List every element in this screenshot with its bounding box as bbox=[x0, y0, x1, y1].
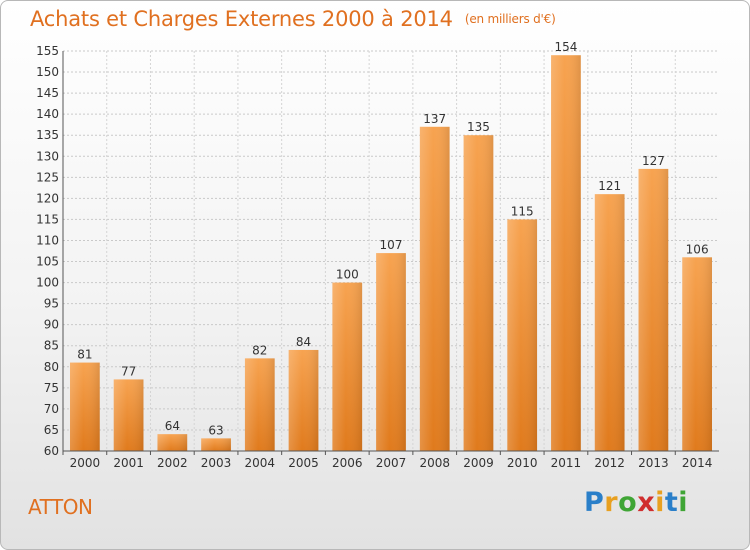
logo-letter: i bbox=[655, 487, 665, 518]
y-tick-label: 135 bbox=[36, 128, 59, 142]
y-tick-label: 90 bbox=[44, 318, 59, 332]
logo-letter: t bbox=[664, 487, 679, 518]
value-label: 121 bbox=[598, 179, 621, 193]
value-label: 63 bbox=[208, 423, 223, 437]
value-label: 106 bbox=[686, 242, 709, 256]
bar-shading bbox=[332, 282, 363, 451]
x-tick-label: 2013 bbox=[638, 456, 669, 470]
bar-shading bbox=[419, 126, 450, 451]
title-text: Achats et Charges Externes 2000 à 2014 bbox=[30, 7, 453, 31]
value-label: 100 bbox=[336, 268, 359, 282]
y-tick-label: 145 bbox=[36, 86, 59, 100]
value-label: 82 bbox=[252, 343, 267, 357]
bar-shading bbox=[201, 438, 231, 451]
x-tick-label: 2000 bbox=[70, 456, 101, 470]
bar-shading bbox=[507, 219, 538, 451]
y-tick-label: 85 bbox=[44, 339, 59, 353]
x-tick-label: 2011 bbox=[551, 456, 582, 470]
y-tick-label: 105 bbox=[36, 255, 59, 269]
logo-letter: o bbox=[618, 487, 638, 518]
x-tick-label: 2006 bbox=[332, 456, 363, 470]
y-tick-label: 140 bbox=[36, 107, 59, 121]
logo-letter: r bbox=[604, 487, 619, 518]
value-label: 127 bbox=[642, 154, 665, 168]
y-tick-label: 100 bbox=[36, 276, 59, 290]
y-tick-label: 80 bbox=[44, 360, 59, 374]
y-tick-label: 115 bbox=[36, 212, 59, 226]
value-label: 81 bbox=[77, 348, 92, 362]
bar-shading bbox=[638, 168, 669, 452]
y-tick-label: 65 bbox=[44, 423, 59, 437]
y-tick-label: 130 bbox=[36, 149, 59, 163]
y-tick-label: 120 bbox=[36, 191, 59, 205]
y-axis-ticks: 60 65 70 75 80 85 90 95 100 105 110 115 120 125 130 135… bbox=[36, 44, 59, 458]
value-label: 84 bbox=[296, 335, 311, 349]
x-tick-label: 2001 bbox=[113, 456, 144, 470]
y-tick-label: 110 bbox=[36, 233, 59, 247]
chart-subtitle: (en milliers d'€) bbox=[464, 12, 556, 26]
x-tick-label: 2003 bbox=[201, 456, 232, 470]
y-tick-label: 95 bbox=[44, 297, 59, 311]
axes bbox=[62, 51, 719, 452]
y-tick-label: 70 bbox=[44, 402, 59, 416]
value-label: 64 bbox=[165, 419, 180, 433]
x-tick-label: 2007 bbox=[376, 456, 407, 470]
bar-shading bbox=[463, 135, 494, 452]
x-tick-label: 2004 bbox=[245, 456, 276, 470]
x-tick-label: 2009 bbox=[463, 456, 494, 470]
value-label: 135 bbox=[467, 120, 490, 134]
proxiti-logo: Proxiti bbox=[584, 487, 688, 518]
bar-shading bbox=[594, 194, 625, 451]
bars bbox=[69, 55, 713, 452]
value-labels: 81 77 64 63 82 84 100 107 137 135 115 154 121 127 106 bbox=[77, 40, 708, 437]
y-tick-label: 125 bbox=[36, 170, 59, 184]
bar-shading bbox=[682, 257, 713, 451]
y-tick-label: 150 bbox=[36, 65, 59, 79]
bar-shading bbox=[244, 358, 275, 451]
logo-letter: i bbox=[678, 487, 689, 518]
bar-shading bbox=[69, 362, 100, 451]
x-tick-label: 2010 bbox=[507, 456, 538, 470]
value-label: 137 bbox=[423, 112, 446, 126]
bar-shading bbox=[157, 434, 188, 451]
x-tick-label: 2012 bbox=[594, 456, 625, 470]
y-tick-label: 155 bbox=[36, 44, 59, 58]
x-tick-label: 2008 bbox=[419, 456, 450, 470]
logo-letter: x bbox=[637, 487, 656, 518]
value-label: 77 bbox=[121, 364, 136, 378]
x-tick-label: 2005 bbox=[288, 456, 319, 470]
y-tick-label: 60 bbox=[44, 444, 59, 458]
value-label: 154 bbox=[554, 40, 577, 54]
bar-shading bbox=[551, 55, 581, 452]
bar-shading bbox=[113, 379, 144, 451]
value-label: 107 bbox=[380, 238, 403, 252]
y-tick-label: 75 bbox=[44, 381, 59, 395]
city-name: ATTON bbox=[28, 495, 93, 519]
bar-shading bbox=[288, 349, 319, 451]
bar-shading bbox=[376, 253, 406, 451]
x-tick-label: 2014 bbox=[682, 456, 713, 470]
x-axis-ticks: 2000 2001 2002 2003 2004 2005 2006 2007 2008 2009… bbox=[62, 451, 713, 470]
x-tick-label: 2002 bbox=[157, 456, 188, 470]
value-label: 115 bbox=[511, 204, 534, 218]
logo-letter: P bbox=[584, 487, 605, 518]
chart-title: Achats et Charges Externes 2000 à 2014 (e… bbox=[30, 7, 556, 31]
